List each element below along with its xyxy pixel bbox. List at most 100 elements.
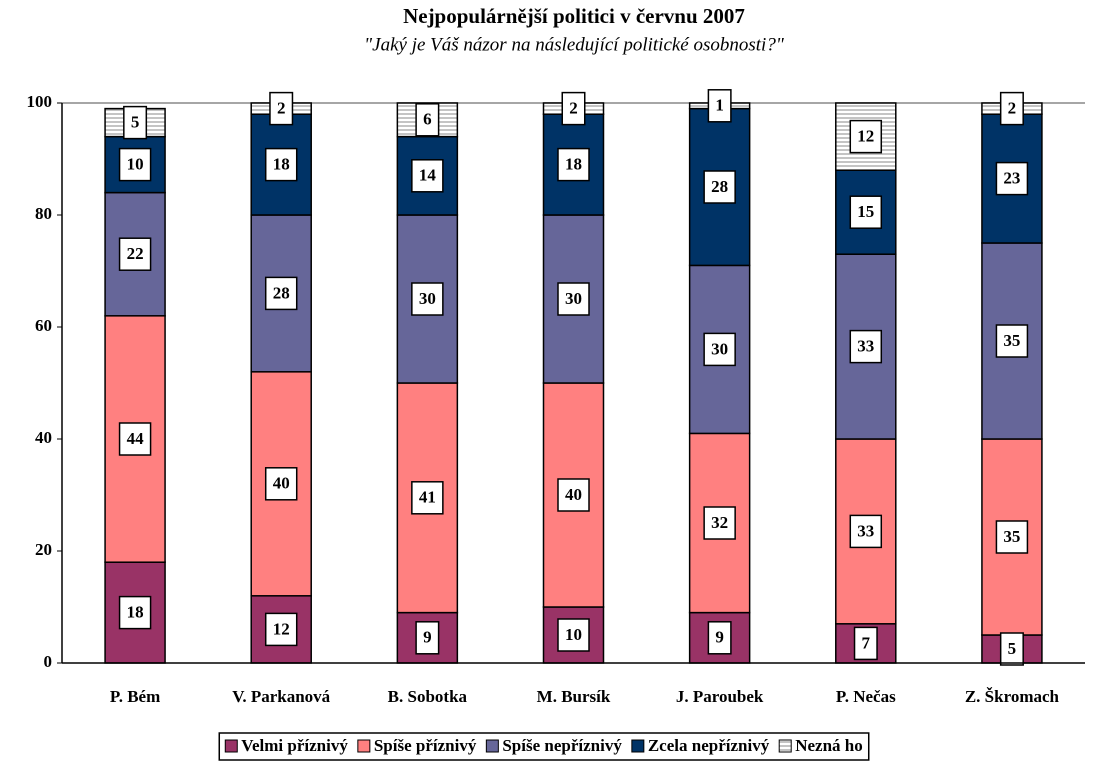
x-tick-label: P. Bém [110,687,160,706]
value-label-text: 18 [273,155,290,174]
value-label-text: 6 [423,110,432,129]
legend-label: Spíše nepříznivý [502,736,622,755]
x-tick-label: P. Nečas [836,687,896,706]
value-label-box [703,332,736,367]
value-label-box [561,91,586,126]
value-label-box [995,324,1029,358]
value-label: 18 [118,595,152,630]
x-tick-label: B. Sobotka [388,687,468,706]
value-label-text: 23 [1003,169,1020,188]
value-label: 30 [557,282,590,316]
value-label-box [264,612,298,647]
value-label: 2 [561,91,586,126]
legend-swatch [778,739,792,753]
value-label-box [849,329,883,364]
chart-title: Nejpopulárnější politici v červnu 2007 [403,4,745,28]
value-label-box [118,147,152,182]
legend [218,732,870,761]
value-label-text: 2 [569,99,578,118]
value-label: 10 [557,618,590,652]
value-label-text: 2 [277,99,286,118]
value-label-text: 2 [1008,99,1017,118]
value-label: 6 [415,103,440,137]
value-label: 5 [123,105,148,140]
value-label-text: 40 [273,474,290,493]
legend-swatch [485,739,499,753]
value-label-text: 30 [565,289,582,308]
value-label-text: 7 [862,633,871,652]
value-label-box [264,467,298,501]
value-label: 33 [849,514,883,549]
x-tick-label: J. Paroubek [676,687,764,706]
value-label-box [557,478,590,512]
value-label-box [123,105,148,140]
value-label-box [707,621,732,655]
value-label-text: 33 [857,521,874,540]
value-label-box [411,481,444,515]
value-label-box [557,147,590,182]
value-label-box [853,626,878,661]
value-label-box [999,632,1024,666]
value-label-box [118,595,152,630]
value-label: 40 [264,467,298,501]
value-label-text: 41 [419,488,436,507]
value-label-box [118,237,152,271]
value-label-box [411,159,444,193]
value-label-box [703,506,736,540]
value-label: 28 [703,170,736,204]
value-label-text: 40 [565,485,582,504]
value-label-box [999,91,1024,126]
value-label: 9 [415,621,440,655]
value-label-box [849,514,883,549]
value-label-text: 18 [565,155,582,174]
value-label: 1 [707,89,732,123]
value-label-text: 22 [127,244,144,263]
bar-segment [396,135,459,216]
value-label: 28 [264,276,298,311]
value-label-text: 33 [857,337,874,356]
y-tick-label: 40 [35,428,52,447]
y-tick-label: 20 [35,540,52,559]
value-label: 15 [849,195,883,229]
value-label: 30 [411,282,444,316]
value-label-box [269,91,294,126]
x-tick-label: V. Parkanová [232,687,330,706]
value-label-text: 32 [711,513,728,532]
y-tick-label: 60 [35,316,52,335]
value-label-box [415,621,440,655]
value-label: 18 [264,147,298,182]
value-label-box [118,422,152,456]
value-label-text: 28 [273,283,290,302]
legend-swatch [357,739,371,753]
value-label-box [415,103,440,137]
value-label-text: 9 [423,628,432,647]
value-label-text: 44 [127,429,145,448]
value-label-text: 5 [131,113,140,132]
value-label: 12 [849,119,883,154]
value-label-box [557,282,590,316]
value-label: 41 [411,481,444,515]
value-label-box [995,520,1029,554]
value-label-text: 30 [711,339,728,358]
value-label: 35 [995,324,1029,358]
value-label: 23 [995,161,1029,196]
value-label-text: 14 [419,166,437,185]
value-label-box [707,89,732,123]
value-label-text: 30 [419,289,436,308]
x-tick-label: M. Bursík [537,687,611,706]
legend-label: Velmi příznivý [241,736,348,755]
legend-swatch [224,739,238,753]
value-label: 18 [557,147,590,182]
value-label-box [995,161,1029,196]
value-label: 2 [999,91,1024,126]
value-label: 35 [995,520,1029,554]
value-label-box [849,195,883,229]
legend-label: Spíše příznivý [374,736,477,755]
y-tick-label: 80 [35,204,52,223]
value-label-text: 9 [715,628,724,647]
value-label-box [264,147,298,182]
value-label-text: 12 [857,127,874,146]
legend-swatch [631,739,645,753]
value-label-text: 15 [857,202,874,221]
value-label-text: 35 [1003,331,1020,350]
